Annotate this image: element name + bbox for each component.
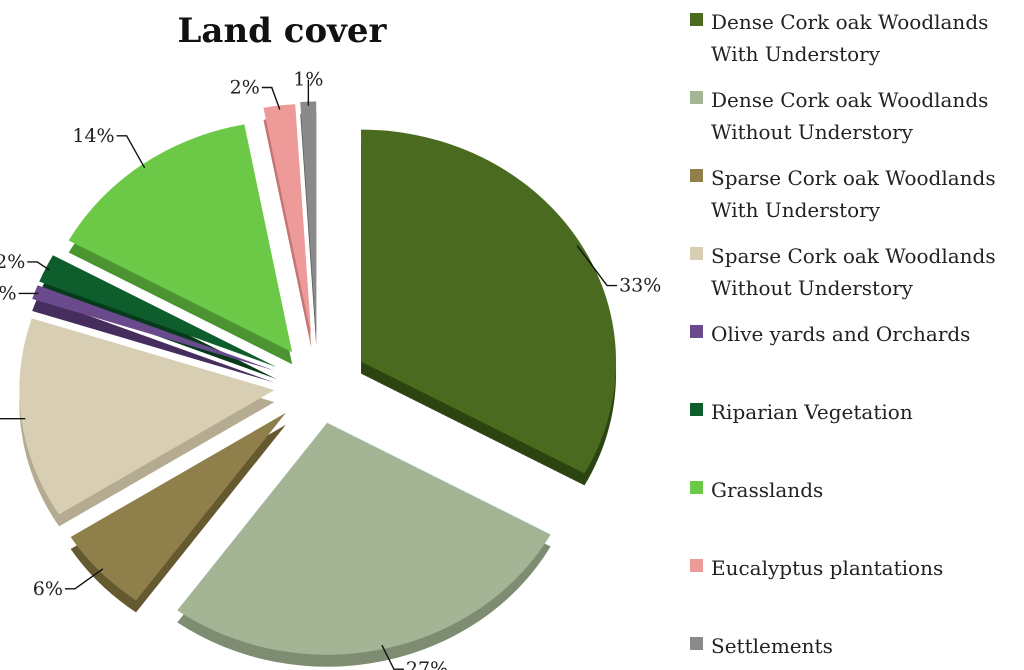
legend-item: Sparse Cork oak Woodlands Without Unders… (690, 240, 1024, 304)
data-label: 2% (230, 77, 260, 99)
legend-item: Eucalyptus plantations (690, 552, 1024, 584)
label-leader-line (576, 245, 618, 287)
data-label: 1% (0, 282, 17, 304)
data-label: 14% (72, 125, 114, 147)
legend-swatch (690, 169, 703, 182)
pie-slice (39, 255, 277, 367)
data-label: 33% (619, 275, 661, 297)
legend-item: Settlements (690, 630, 1024, 662)
legend-swatch (690, 481, 703, 494)
data-label: 2% (0, 251, 25, 273)
pie-slice-side (32, 297, 275, 383)
legend-label: Olive yards and Orchards (711, 322, 971, 346)
pie-slice (70, 412, 286, 601)
label-leader-line (261, 86, 281, 110)
legend-label: Riparian Vegetation (711, 400, 913, 424)
data-label: 1% (293, 69, 323, 91)
legend-item: Grasslands (690, 474, 1024, 506)
legend-swatch (690, 637, 703, 650)
pie-slice (19, 318, 275, 515)
label-leader-line (381, 644, 404, 670)
legend-swatch (690, 325, 703, 338)
legend-swatch (690, 403, 703, 416)
pie-slice (68, 124, 293, 353)
legend-item: Dense Cork oak Woodlands Without Underst… (690, 84, 1024, 148)
pie-slice (300, 101, 317, 334)
pie-slice (177, 422, 551, 655)
data-label: 27% (406, 658, 448, 670)
legend-label: Settlements (711, 634, 833, 658)
legend-swatch (690, 247, 703, 260)
pie-slice-side (263, 116, 312, 348)
label-leader-line (116, 135, 146, 169)
pie-slice (32, 285, 275, 371)
chart-title: Land cover (178, 11, 388, 51)
pie-slice (263, 104, 312, 336)
legend-label: Grasslands (711, 478, 824, 502)
pie-slice (361, 129, 617, 474)
legend-item: Riparian Vegetation (690, 396, 1024, 428)
label-leader-line (64, 568, 104, 590)
legend-label: Dense Cork oak Woodlands With Understory (711, 10, 989, 66)
legend-item: Sparse Cork oak Woodlands With Understor… (690, 162, 1024, 226)
data-label: 6% (33, 578, 63, 600)
legend-label: Dense Cork oak Woodlands Without Underst… (711, 88, 989, 144)
legend-item: Dense Cork oak Woodlands With Understory (690, 6, 1024, 70)
legend-label: Sparse Cork oak Woodlands With Understor… (711, 166, 996, 222)
legend-label: Eucalyptus plantations (711, 556, 944, 580)
legend-swatch (690, 13, 703, 26)
label-leader-line (27, 261, 50, 271)
legend-swatch (690, 91, 703, 104)
legend-item: Olive yards and Orchards (690, 318, 1024, 350)
legend-label: Sparse Cork oak Woodlands Without Unders… (711, 244, 996, 300)
legend-swatch (690, 559, 703, 572)
